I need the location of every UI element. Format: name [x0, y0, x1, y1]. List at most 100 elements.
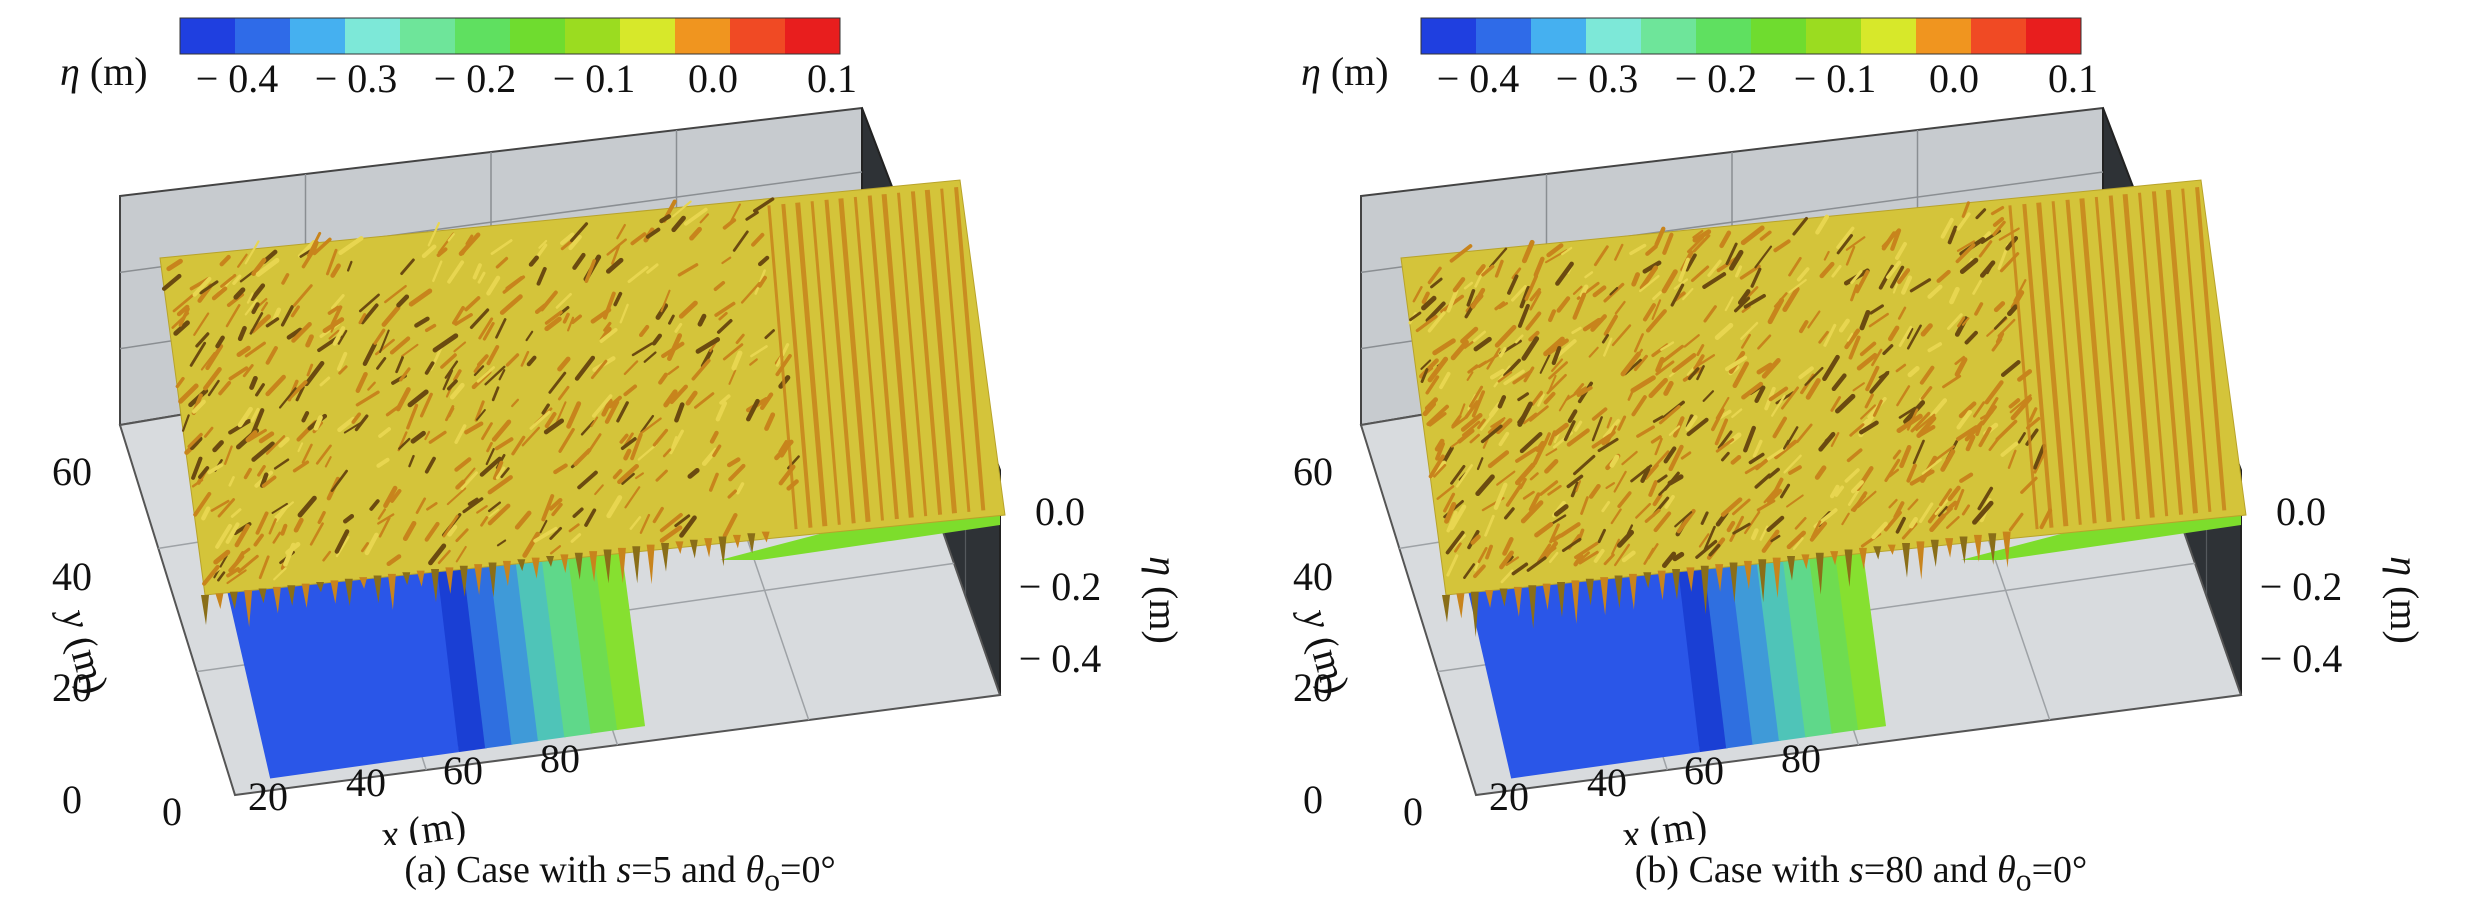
chart-1-wave-crest	[2008, 512, 2024, 532]
chart-1-wave-crest	[1702, 390, 1715, 402]
chart-1-edge-spike	[1858, 547, 1867, 570]
chart-0-wave-crest	[201, 506, 211, 521]
chart-1-colorbar-swatch	[1971, 18, 2027, 54]
chart-1-edge-spike	[1787, 556, 1795, 581]
chart-1-wave-crest	[1514, 334, 1524, 344]
chart-1-wave-crest	[1743, 293, 1766, 309]
chart-0-edge-spike	[431, 569, 439, 603]
chart-0-wave-crest	[175, 376, 185, 389]
chart-1-wave-crest	[1449, 504, 1467, 531]
chart-1-wave-crest	[1743, 425, 1756, 453]
chart-1-wave-crest	[1521, 239, 1535, 264]
chart-0-wave-crest	[548, 497, 563, 511]
chart-0-edge-spike	[272, 586, 281, 614]
chart-0-edge-spike	[416, 570, 425, 587]
chart-1-wave-crest	[1865, 365, 1880, 392]
chart-1-wave-crest	[1810, 520, 1822, 539]
chart-0-wave-crest	[709, 430, 719, 444]
caption-b-theta-symbol: θ	[1997, 849, 2016, 891]
chart-0-wave-crest	[722, 512, 738, 538]
chart-1-edge-spike	[1571, 580, 1580, 624]
chart-1-wave-crest	[1901, 522, 1918, 540]
chart-0-wave-crest	[659, 512, 683, 533]
chart-0-z-tick-label: − 0.4	[1019, 636, 1102, 681]
chart-1-wave-crest	[1692, 234, 1711, 253]
chart-1-wave-crest	[2033, 443, 2046, 470]
chart-1-wave-crest	[1534, 522, 1554, 538]
chart-0-wave-crest	[727, 489, 737, 499]
caption-a-s-symbol: s	[616, 849, 632, 891]
chart-0-wave-crest	[301, 443, 313, 464]
chart-1-wave-crest	[1731, 408, 1743, 419]
chart-0-wave-crest	[399, 367, 411, 382]
chart-1-wave-crest	[1573, 553, 1584, 567]
chart-0-wave-crest	[189, 436, 203, 450]
chart-1-wave-crest	[1486, 347, 1501, 370]
chart-1-wave-crest	[1737, 289, 1751, 305]
chart-0-colorbar-swatch	[730, 18, 786, 54]
chart-1-wave-crest	[1872, 399, 1883, 417]
chart-0-wave-crest	[330, 469, 348, 492]
chart-0-long-crest	[881, 193, 914, 518]
chart-1-x-tick-label: 20	[1489, 774, 1529, 819]
chart-1-wave-crest	[1427, 311, 1446, 333]
chart-1-wave-crest	[1771, 394, 1786, 417]
chart-1-wave-crest	[1831, 373, 1847, 392]
chart-0-wave-crest	[171, 312, 190, 329]
chart-1-wave-crest	[1505, 483, 1523, 507]
chart-0-wave-crest	[689, 226, 702, 241]
chart-1-wave-crest	[1654, 437, 1663, 456]
chart-0-wave-crest	[301, 246, 317, 269]
chart-0-edge-spike	[603, 549, 612, 584]
chart-0-wave-crest	[560, 232, 575, 246]
chart-0-wave-crest	[210, 499, 230, 512]
chart-1-wave-crest	[1998, 227, 2020, 241]
chart-0-wave-crest	[237, 554, 259, 574]
chart-0-wave-crest	[584, 259, 597, 283]
chart-1-wave-crest	[1858, 420, 1879, 435]
chart-0-wave-crest	[573, 448, 592, 467]
chart-1-wave-crest	[1896, 385, 1911, 407]
chart-1-wave-crest	[1460, 326, 1479, 344]
chart-0-wave-crest	[421, 244, 437, 259]
chart-0-wave-crest	[176, 304, 190, 317]
chart-0-wave-crest	[699, 213, 710, 224]
chart-0-wave-crest	[591, 394, 613, 418]
chart-0-wave-crest	[655, 469, 668, 482]
chart-1-wave-crest	[1895, 363, 1907, 373]
chart-1-wave-crest	[1654, 450, 1670, 468]
chart-0-wave-crest	[297, 442, 304, 453]
chart-0-wave-crest	[538, 239, 548, 249]
chart-0-wave-crest	[623, 448, 632, 461]
chart-0-wave-crest	[505, 276, 524, 290]
chart-1-wave-crest	[1756, 499, 1776, 512]
chart-1-wave-crest	[1511, 562, 1529, 576]
chart-0-wave-crest	[639, 513, 651, 534]
chart-0-wave-crest	[760, 392, 774, 411]
chart-0-wave-crest	[377, 508, 386, 520]
chart-1-wave-crest	[1901, 275, 1913, 295]
chart-1-wave-crest	[1655, 360, 1675, 376]
chart-0-wave-crest	[601, 398, 613, 417]
chart-1-wave-crest	[1611, 324, 1632, 347]
chart-b-canvas: − 0.4 − 0.3 − 0.2 − 0.1 0.0 0.1 η (m) 0 20 40 60 80…	[1292, 17, 2427, 845]
chart-0-wave-crest	[301, 411, 310, 423]
chart-1-wave-crest	[1897, 306, 1907, 320]
chart-0-wave-crest	[442, 369, 454, 391]
chart-1-wave-crest	[1529, 290, 1542, 311]
chart-0-wave-crest	[687, 467, 700, 479]
chart-0-wave-crest	[234, 523, 251, 548]
chart-0-wave-crest	[242, 364, 254, 378]
chart-1-wave-crest	[1616, 529, 1635, 548]
chart-1-edge-spike	[1729, 562, 1738, 603]
chart-1-wave-crest	[1455, 464, 1473, 488]
chart-0-wave-crest	[166, 258, 183, 272]
chart-0-wave-crest	[526, 355, 537, 367]
chart-0-edge-spike	[229, 591, 238, 610]
chart-0-wave-crest	[460, 471, 478, 491]
chart-0-z-tick-label: − 0.2	[1019, 564, 1102, 609]
chart-0-edge-spike	[258, 588, 267, 604]
chart-1-wave-crest	[1830, 432, 1840, 448]
chart-1-edge-spike	[1772, 557, 1781, 599]
chart-0-edge-spike	[732, 534, 741, 549]
